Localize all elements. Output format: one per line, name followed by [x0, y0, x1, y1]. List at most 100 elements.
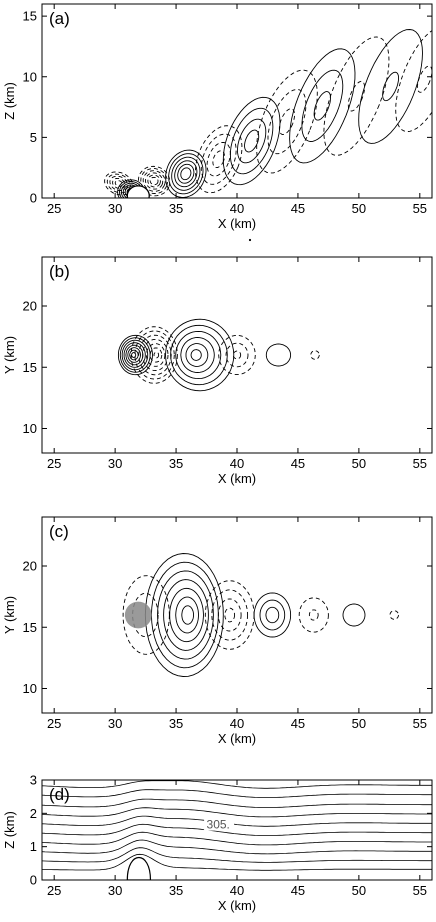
x-tick-label: 40 — [230, 883, 244, 898]
contour-negative — [218, 334, 256, 376]
y-tick-label: 0 — [30, 191, 37, 206]
contour-negative — [389, 610, 399, 620]
contour-negative — [217, 598, 242, 632]
contour-negative — [225, 342, 249, 368]
contour-positive — [175, 596, 199, 634]
x-tick-label: 45 — [291, 201, 305, 216]
isentrope-line — [42, 853, 432, 871]
contour-negative — [145, 172, 164, 190]
contour-positive — [119, 337, 151, 373]
x-tick-label: 30 — [108, 201, 122, 216]
x-tick-label: 45 — [291, 883, 305, 898]
isentrope-line — [42, 847, 432, 863]
contour-negative — [224, 607, 236, 623]
contour-positive — [119, 181, 143, 198]
contour-positive — [131, 352, 137, 358]
x-tick-label: 25 — [47, 456, 61, 471]
y-axis-label: Y (km) — [2, 336, 17, 374]
contour-positive — [313, 91, 331, 121]
y-tick-label: 15 — [23, 9, 37, 24]
y-tick-label: 5 — [30, 130, 37, 145]
x-tick-label: 35 — [169, 201, 183, 216]
contour-positive — [236, 118, 267, 164]
contour-positive — [127, 347, 141, 363]
isentrope-line — [42, 839, 432, 855]
contour-label: 305. — [207, 818, 230, 832]
contour-positive — [229, 107, 274, 175]
x-axis-label: X (km) — [218, 898, 256, 913]
contour-negative — [416, 65, 432, 93]
contours — [117, 318, 320, 392]
y-axis-label: Y (km) — [2, 596, 17, 634]
contour-positive — [175, 330, 222, 380]
contour-positive — [177, 163, 195, 184]
contour-negative — [109, 175, 129, 192]
contour-positive — [181, 605, 194, 625]
y-tick-label: 0 — [30, 873, 37, 888]
contour-positive — [253, 592, 292, 638]
x-tick-label: 50 — [352, 883, 366, 898]
x-tick-label: 35 — [169, 456, 183, 471]
x-tick-label: 30 — [108, 883, 122, 898]
contour-negative — [256, 69, 318, 174]
x-axis-label: X (km) — [218, 731, 256, 746]
y-tick-label: 15 — [23, 620, 37, 635]
panel-label: (d) — [49, 785, 70, 804]
contour-negative — [267, 89, 307, 155]
isentrope-line — [42, 789, 432, 798]
plot-frame — [41, 779, 433, 881]
contour-positive — [165, 149, 207, 198]
x-tick-label: 35 — [169, 716, 183, 731]
isentrope-line — [42, 807, 432, 818]
panel-d: 305. 25 30 35 40 45 50 55 0 1 2 3 X (km) Z (km) (d) — [2, 773, 433, 913]
contour-negative — [298, 597, 329, 633]
contour-negative — [132, 592, 159, 638]
contour-negative — [206, 141, 231, 177]
contour-positive — [180, 167, 192, 181]
contour-positive — [157, 570, 214, 660]
contour-negative — [112, 177, 126, 189]
x-tick-label: 40 — [230, 716, 244, 731]
x-tick-label: 25 — [47, 883, 61, 898]
x-tick-label: 55 — [413, 456, 427, 471]
y-tick-label: 10 — [23, 421, 37, 436]
contour-negative — [310, 350, 320, 360]
contour-positive — [169, 587, 204, 643]
contour-positive — [185, 343, 209, 367]
y-tick-label: 20 — [23, 559, 37, 574]
contour-positive — [265, 343, 292, 367]
contour-negative — [347, 80, 366, 112]
contour-positive — [358, 29, 423, 144]
panel-c: 25 30 35 40 45 50 55 10 15 20 X (km) Y (km) (c) — [2, 516, 433, 746]
y-tick-label: 1 — [30, 839, 37, 854]
contour-positive — [144, 553, 224, 677]
plot-frame — [41, 256, 433, 454]
contour-negative — [323, 36, 390, 156]
x-tick-label: 55 — [413, 883, 427, 898]
x-tick-label: 45 — [291, 456, 305, 471]
contour-negative — [211, 589, 249, 641]
x-tick-label: 55 — [413, 716, 427, 731]
contour-positive — [125, 344, 144, 366]
y-tick-label: 3 — [30, 773, 37, 788]
panel-a: 25 30 35 40 45 50 55 0 5 10 15 X (km) Z (km) (a) — [2, 3, 433, 242]
contours — [104, 29, 432, 198]
contour-negative — [153, 351, 160, 359]
contour-positive — [301, 69, 344, 142]
stray-dot — [248, 238, 252, 242]
contour-negative — [395, 29, 432, 133]
x-tick-label: 25 — [47, 716, 61, 731]
y-tick-label: 15 — [23, 360, 37, 375]
isentrope-line — [42, 823, 432, 836]
x-tick-label: 35 — [169, 883, 183, 898]
contour-negative — [147, 174, 161, 188]
contour-positive — [168, 153, 204, 195]
x-tick-label: 25 — [47, 201, 61, 216]
x-tick-label: 40 — [230, 201, 244, 216]
contour-positive — [222, 96, 281, 186]
x-tick-label: 30 — [108, 456, 122, 471]
y-tick-label: 2 — [30, 806, 37, 821]
contour-negative — [308, 609, 319, 621]
y-axis-label: Z (km) — [2, 82, 17, 120]
